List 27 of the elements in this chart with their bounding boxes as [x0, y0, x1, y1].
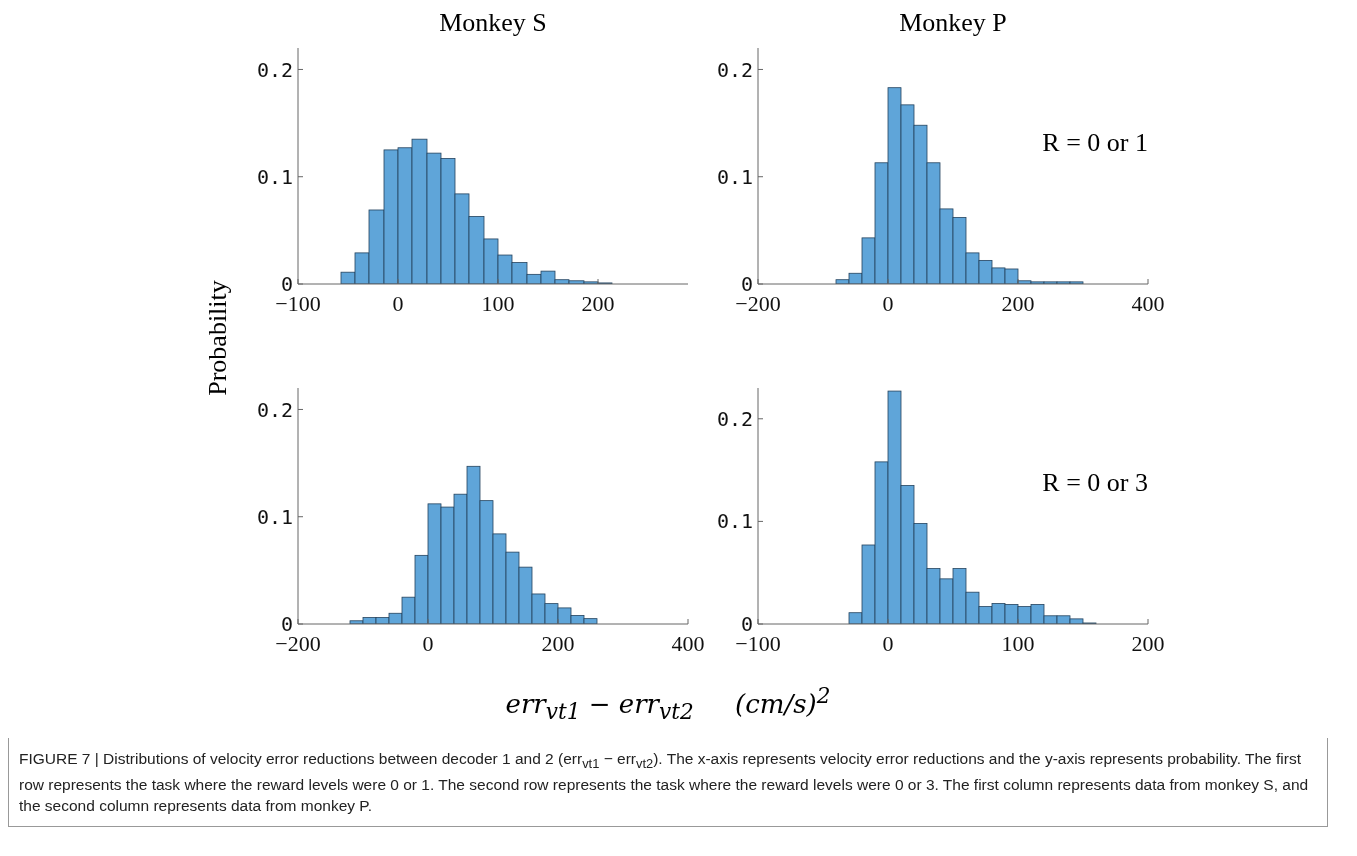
y-tick-label: 0.1 — [716, 164, 753, 189]
annotation: R = 0 or 3 — [1042, 468, 1148, 498]
text: err$_{vt1}$ − err$_{vt2}$ (cm/s)$^{2}$ — [505, 683, 831, 724]
x-tick-label: 0 — [392, 290, 404, 316]
chart-title: Monkey P — [898, 8, 1008, 38]
y-tick-label: 0.1 — [716, 509, 753, 534]
x-tick-label: 0 — [882, 290, 894, 316]
y-tick-label: 0.2 — [256, 57, 293, 82]
x-tick-label: 400 — [1131, 290, 1165, 316]
x-tick-label: 0 — [422, 630, 434, 656]
x-tick-label: 200 — [581, 290, 615, 316]
y-tick-label: 0.1 — [256, 164, 293, 189]
x-tick-label: 100 — [1001, 630, 1035, 656]
x-tick-label: 200 — [1131, 630, 1165, 656]
x-tick-label: 200 — [541, 630, 575, 656]
x-tick-label: 100 — [481, 290, 515, 316]
y-tick-label: 0.2 — [256, 397, 293, 422]
x-tick-label: 0 — [882, 630, 894, 656]
x-tick-label: 200 — [1001, 290, 1035, 316]
y-axis-title: Probability — [203, 280, 233, 396]
y-tick-label: 0.2 — [716, 57, 753, 82]
annotation: R = 0 or 1 — [1042, 128, 1148, 158]
chart-title: Monkey S — [438, 8, 548, 38]
x-tick-label: 400 — [671, 630, 705, 656]
y-tick-label: 0.1 — [256, 504, 293, 529]
y-tick-label: 0.2 — [716, 406, 753, 431]
caption: FIGURE 7 | Distributions of velocity error reductions between decoder 1 and 2 (err$_{vt1}$ − err$_{vt2}$). The x-axis represents velocity error reductions and the y-axis represents probability. The first row represents the task where the reward levels were 0 or 1. The second row represents the task where the reward levels were 0 or 3. The first column represents data from monkey S, and the second column represents data from monkey P. — [19, 749, 1310, 817]
